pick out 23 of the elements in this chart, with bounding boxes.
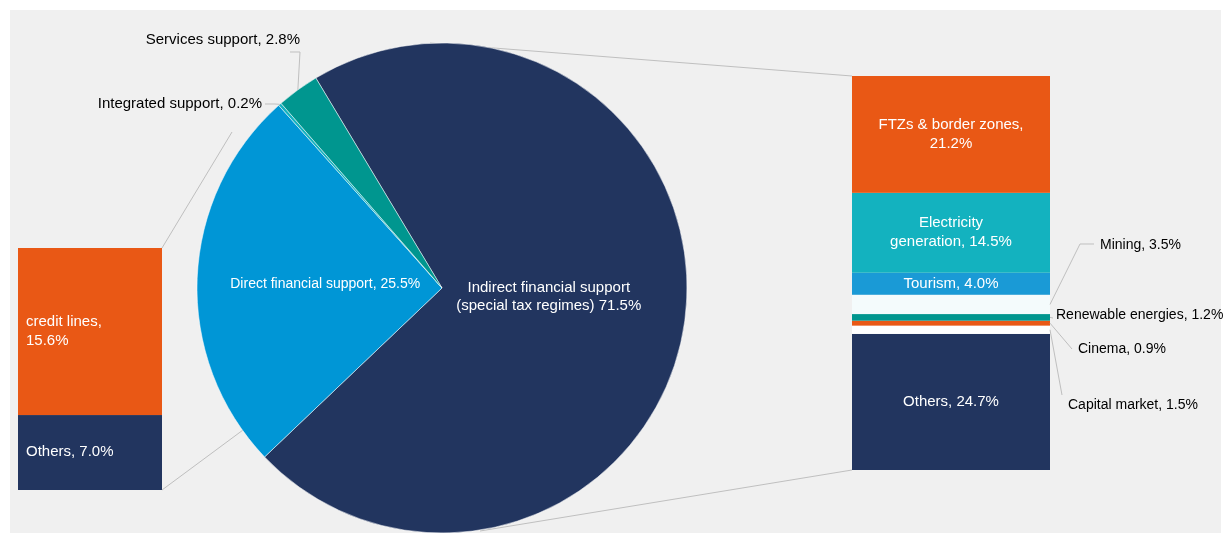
slice-label: Services support, 2.8% (145, 29, 300, 47)
slice-label: Direct financial support, 25.5% (230, 275, 421, 292)
text: Others, 7.0% (26, 442, 114, 460)
text: Mining, 3.5% (1100, 235, 1181, 252)
bar (852, 192, 1050, 273)
data-label: 21.2% (929, 133, 973, 151)
text: Cinema, 0.9% (1078, 339, 1166, 356)
bar (852, 325, 1050, 334)
text: Capital market, 1.5% (1068, 395, 1198, 412)
text: Electricity generation, 14.5% (890, 213, 1012, 250)
text: Others, 24.7% (903, 391, 999, 409)
bar (852, 333, 1050, 470)
text: Renewable energies, 1.2% (1056, 305, 1224, 322)
series-label: FTZs & border zones, (878, 115, 1024, 132)
data-label: 15.6% (26, 330, 69, 348)
bar (852, 294, 1050, 315)
slice-label: Integrated support, 0.2% (97, 93, 262, 111)
bar (852, 320, 1050, 326)
bar (852, 314, 1050, 321)
slice-label: Indirect financial support (special tax regimes) 71.5% (456, 277, 642, 314)
text: Tourism, 4.0% (903, 273, 999, 291)
bar (852, 76, 1050, 193)
series-label: credit lines, (26, 312, 102, 330)
